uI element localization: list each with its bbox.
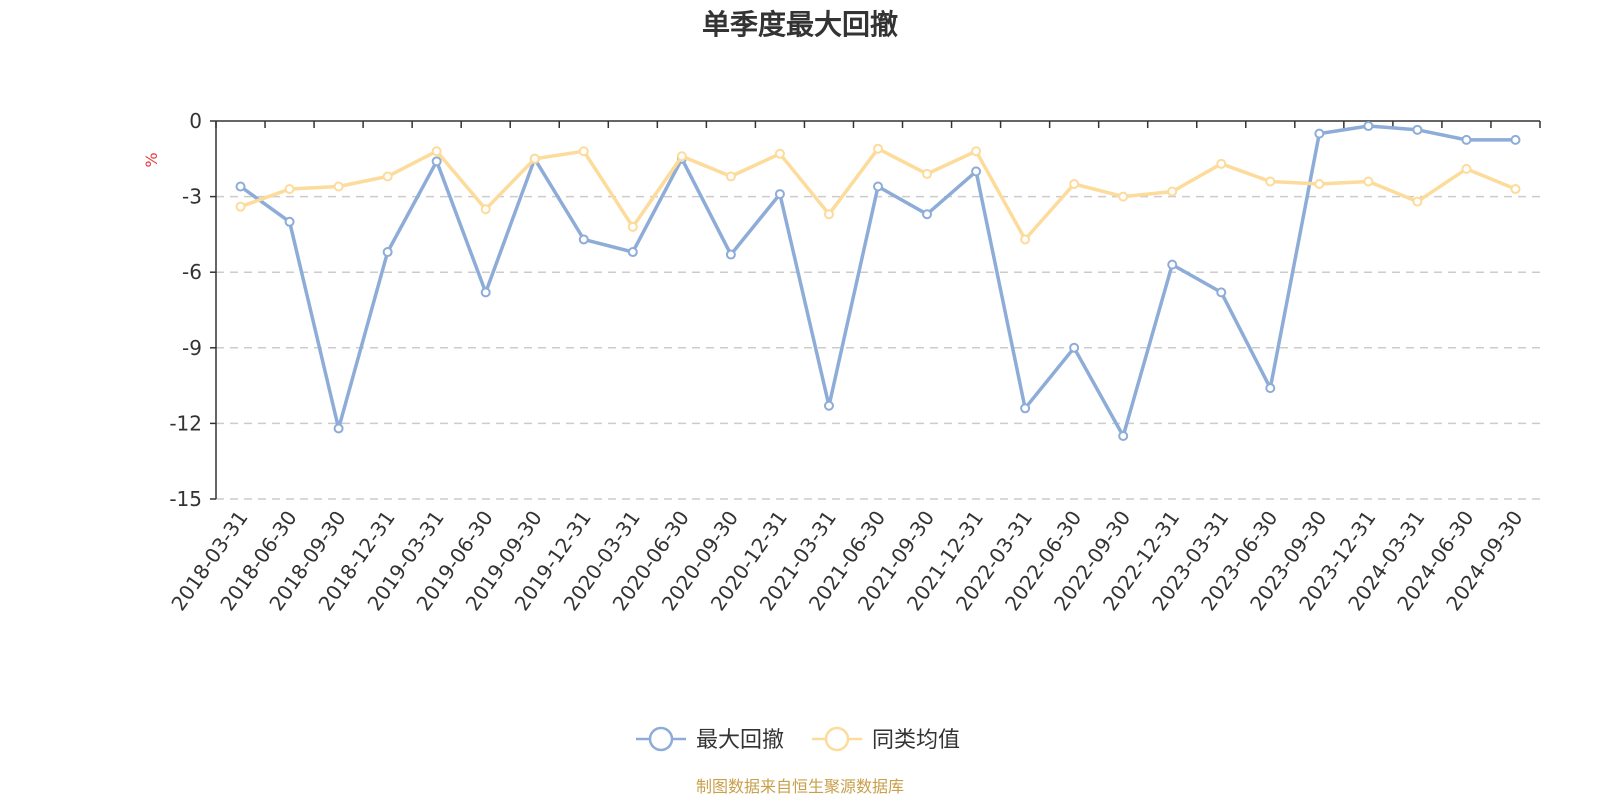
y-tick-label: -15 (169, 487, 202, 511)
series-2-point (1314, 179, 1325, 189)
series-2-point (823, 209, 834, 220)
series-2-point (333, 181, 344, 192)
series-1-point (1167, 259, 1178, 270)
series-2-point (529, 153, 540, 164)
series-lines (235, 121, 1521, 441)
series-2-point (235, 201, 246, 212)
y-tick-label: -9 (182, 336, 202, 360)
grid-lines (216, 195, 1540, 500)
series-2-point (873, 143, 883, 154)
series-1-point (578, 234, 589, 245)
series-2-point (971, 146, 982, 157)
series-2-point (1510, 184, 1521, 195)
series-2-point (922, 168, 933, 179)
series-1-point (1363, 121, 1374, 132)
source-note: 制图数据来自恒生聚源数据库 (696, 777, 904, 796)
x-axis-ticks: 2018-03-312018-06-302018-09-302018-12-31… (166, 121, 1541, 615)
y-tick-label: -12 (169, 411, 202, 435)
series-2-point (1118, 191, 1129, 202)
series-2-point (1069, 179, 1080, 189)
series-1-point (1412, 124, 1423, 135)
y-axis-ticks: 0 -3 -6 -9 -12 -15 (169, 109, 216, 511)
series-2-point (284, 184, 295, 195)
series-2-point (1363, 176, 1374, 187)
series-2-point (725, 171, 736, 182)
legend-item-1[interactable]: 最大回撤 (636, 726, 784, 753)
series-1-point (725, 249, 736, 260)
series-1-point (480, 287, 491, 298)
series-1-point (627, 247, 638, 258)
series-1-point (284, 216, 295, 227)
series-2-point (627, 221, 638, 232)
legend-item-2[interactable]: 同类均值 (812, 726, 960, 753)
legend[interactable]: 最大回撤 同类均值 (636, 726, 960, 753)
series-1-point (873, 181, 883, 192)
series-2-point (1216, 158, 1227, 169)
series-1-point (235, 181, 246, 192)
y-tick-label: 0 (189, 109, 202, 133)
series-1-point (1314, 128, 1325, 139)
series-2-point (1020, 234, 1031, 245)
series-1-point (431, 156, 442, 167)
y-tick-label: -3 (182, 185, 202, 209)
series-1-point (333, 423, 344, 434)
legend-marker (824, 726, 850, 752)
series-1-point (1265, 383, 1276, 394)
series-line-1 (239, 124, 1516, 438)
axes (215, 120, 1540, 499)
series-1-point (1216, 287, 1227, 298)
series-2-point (1412, 196, 1423, 207)
series-1-point (1020, 403, 1031, 414)
series-1-point (774, 189, 785, 200)
y-tick-label: -6 (182, 260, 202, 284)
series-1-point (922, 209, 933, 220)
series-2-point (480, 204, 491, 215)
series-2-point (431, 146, 442, 157)
chart-title: 单季度最大回撤 (702, 8, 898, 41)
series-1-point (971, 166, 982, 177)
series-2-point (1265, 176, 1276, 187)
series-2-point (578, 146, 589, 157)
series-1-point (382, 247, 393, 258)
y-axis-unit: % (142, 152, 161, 167)
series-1-point (823, 400, 834, 411)
legend-label: 最大回撤 (696, 728, 784, 753)
series-2-point (1167, 186, 1178, 197)
series-1-point (1510, 134, 1521, 145)
series-1-point (1069, 342, 1080, 353)
series-2-point (382, 171, 393, 182)
legend-marker (648, 726, 674, 752)
series-2-point (774, 148, 785, 159)
legend-label: 同类均值 (872, 728, 960, 753)
series-1-point (1461, 134, 1472, 145)
series-1-point (1118, 431, 1129, 441)
series-2-point (1461, 163, 1472, 174)
series-2-point (676, 151, 687, 162)
